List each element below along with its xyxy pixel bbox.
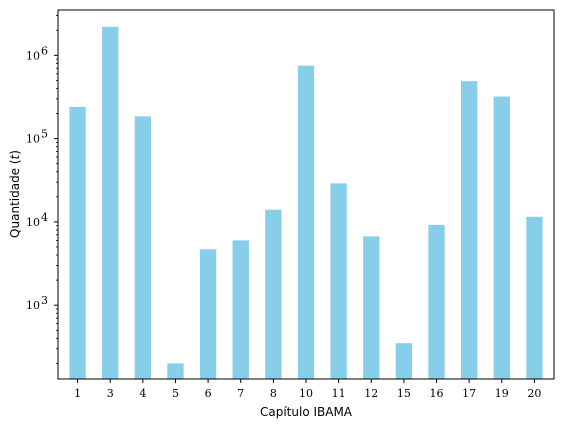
- bar-7: [232, 240, 249, 379]
- y-tick-label-1000: 10: [26, 299, 40, 312]
- y-axis-label: Quantidade (t): [8, 150, 22, 238]
- bar-3: [102, 26, 119, 380]
- x-tick-label-3: 3: [107, 387, 114, 400]
- y-tick-exponent-10000: 4: [41, 211, 48, 224]
- x-tick-label-12: 12: [364, 387, 378, 400]
- x-tick-label-20: 20: [527, 387, 541, 400]
- x-tick-label-8: 8: [270, 387, 277, 400]
- x-tick-label-10: 10: [299, 387, 313, 400]
- y-tick-exponent-1000: 3: [41, 294, 48, 307]
- x-tick-label-16: 16: [430, 387, 444, 400]
- bar-17: [461, 81, 478, 380]
- bar-12: [363, 236, 380, 379]
- x-tick-label-19: 19: [495, 387, 509, 400]
- x-tick-label-7: 7: [237, 387, 244, 400]
- bars-group: [69, 26, 543, 380]
- y-tick-label-100000: 10: [26, 133, 40, 146]
- x-tick-label-5: 5: [172, 387, 179, 400]
- x-axis-ticks: 1 3 4 5 6 7 8 10 11 12 15 16 17 19 20: [74, 379, 541, 400]
- bar-16: [428, 224, 445, 379]
- y-tick-label-10000: 10: [26, 216, 40, 229]
- bar-15: [395, 343, 413, 379]
- x-tick-label-1: 1: [74, 387, 81, 400]
- y-tick-exponent-100000: 5: [41, 128, 48, 141]
- bar-8: [265, 209, 282, 379]
- bar-6: [199, 249, 217, 379]
- bar-1: [69, 106, 86, 379]
- bar-20: [526, 216, 543, 379]
- bar-4: [134, 116, 151, 380]
- x-tick-label-15: 15: [397, 387, 411, 400]
- bar-10: [297, 65, 315, 379]
- y-tick-exponent-1000000: 6: [41, 44, 48, 57]
- bar-11: [330, 183, 347, 379]
- x-tick-label-6: 6: [205, 387, 212, 400]
- y-tick-label-1000000: 10: [26, 49, 40, 62]
- bar-5: [167, 363, 184, 379]
- x-axis-label: Capítulo IBAMA: [260, 405, 353, 419]
- plot-frame: [57, 9, 555, 380]
- x-tick-label-11: 11: [332, 387, 346, 400]
- x-tick-label-4: 4: [139, 387, 146, 400]
- bar-19: [493, 96, 510, 379]
- x-tick-label-17: 17: [462, 387, 476, 400]
